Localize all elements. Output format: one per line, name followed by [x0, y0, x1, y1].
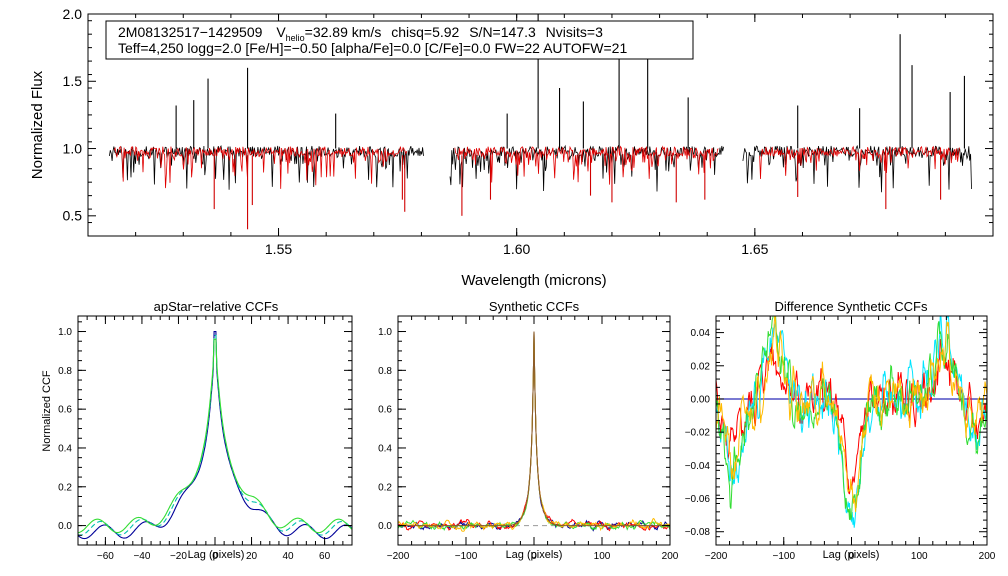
- synthetic-ccf-ticks: −200 −100 0 100 200 0.0 0.2 0.4 0.6 0.8 1.0: [378, 316, 679, 562]
- difference-ccf-x-tick-label: 200: [979, 551, 996, 562]
- apstar-ccf-x-tick-label: 60: [319, 551, 331, 562]
- difference-ccf-x-tick-label: −200: [705, 551, 728, 562]
- apstar-ccf-ticks: −60 −40 −20 0 20 40 60 0.0 0.2 0.4 0.6 0.8 1.0: [58, 316, 353, 562]
- difference-ccf-series: [716, 316, 987, 513]
- synthetic-ccf-panel: Synthetic CCFs −200 −100 0 100 200 0.0 0.2 0.4 0…: [378, 299, 679, 562]
- difference-ccf-ticks: −200 −100 0 100 200 −0.08 −0.06 −0.04 −0.02 0.00 0…: [685, 316, 996, 562]
- spectrum-x-label: Wavelength (microns): [461, 272, 606, 289]
- spectrum-panel: 1.55 1.60 1.65 0.5 1.0 1.5 2.0 2M08132517−1429…: [29, 6, 994, 289]
- synthetic-ccf-x-tick-label: −100: [455, 551, 478, 562]
- synthetic-ccf-y-tick-label: 0.0: [378, 521, 392, 532]
- spectrum-y-tick-label: 1.5: [63, 73, 83, 89]
- header-star-id: 2M08132517−1429509: [118, 24, 263, 40]
- apstar-ccf-x-tick-label: −60: [97, 551, 114, 562]
- difference-ccf-x-label: Lag (pixels): [823, 549, 880, 561]
- header-line-2: Teff=4,250 logg=2.0 [Fe/H]=−0.50 [alpha/…: [118, 40, 627, 56]
- apstar-ccf-y-label: Normalized CCF: [41, 370, 53, 452]
- difference-ccf-series: [716, 316, 987, 528]
- spectrum-y-tick-label: 2.0: [63, 6, 83, 22]
- apstar-ccf-x-tick-label: −20: [170, 551, 187, 562]
- spectrum-x-tick-label: 1.60: [503, 241, 530, 257]
- apstar-ccf-y-tick-label: 1.0: [58, 327, 72, 338]
- spectrum-y-tick-label: 1.0: [63, 140, 83, 156]
- apstar-ccf-x-tick-label: 20: [246, 551, 258, 562]
- synthetic-ccf-series: [398, 331, 670, 527]
- apstar-ccf-y-tick-label: 0.6: [58, 405, 72, 416]
- spectrum-axes-frame: [87, 13, 994, 237]
- difference-ccf-y-tick-label: −0.04: [685, 461, 711, 472]
- apstar-ccf-y-tick-label: 0.0: [58, 521, 72, 532]
- apstar-ccf-series: [77, 330, 353, 540]
- synthetic-ccf-y-tick-label: 0.2: [378, 482, 392, 493]
- synthetic-ccf-x-tick-label: 0: [531, 551, 537, 562]
- synthetic-ccf-x-label: Lag (pixels): [506, 549, 563, 561]
- synthetic-ccf-y-tick-label: 1.0: [378, 327, 392, 338]
- apstar-ccf-y-tick-label: 0.2: [58, 482, 72, 493]
- apstar-ccf-axes-frame: [77, 315, 353, 546]
- apstar-ccf-x-tick-label: −40: [133, 551, 150, 562]
- spectrum-y-label: Normalized Flux: [29, 70, 46, 179]
- apstar-ccf-y-tick-label: 0.8: [58, 366, 72, 377]
- spectrum-plot-area: [109, 14, 972, 230]
- apstar-ccf-y-tick-label: 0.4: [58, 443, 72, 454]
- difference-ccf-y-tick-label: 0.00: [691, 394, 711, 405]
- spectrum-clip-group: [109, 14, 972, 230]
- apstar-ccf-panel: apStar−relative CCFs −60 −40 −20 0 20 40 60 0.0…: [41, 299, 353, 562]
- difference-ccf-series: [716, 338, 987, 495]
- header-line-1: 2M08132517−1429509 Vhelio=32.89 km/s chi…: [118, 24, 603, 43]
- header-chisq: chisq=5.92: [391, 24, 459, 40]
- synthetic-ccf-x-tick-label: 100: [594, 551, 611, 562]
- header-sn: S/N=147.3: [469, 24, 536, 40]
- spectrum-x-tick-label: 1.55: [265, 241, 292, 257]
- difference-ccf-x-tick-label: 100: [911, 551, 928, 562]
- spectrum-ticks: 1.55 1.60 1.65 0.5 1.0 1.5 2.0: [63, 6, 993, 257]
- spectrum-header-box: 2M08132517−1429509 Vhelio=32.89 km/s chi…: [105, 20, 694, 60]
- apstar-ccf-plot-area: [77, 330, 353, 540]
- difference-ccf-y-tick-label: −0.02: [685, 428, 711, 439]
- synthetic-ccf-y-tick-label: 0.8: [378, 366, 392, 377]
- apstar-ccf-x-tick-label: 0: [212, 551, 218, 562]
- header-box-frame: [105, 20, 694, 60]
- difference-ccf-y-tick-label: −0.06: [685, 494, 711, 505]
- model-spectrum-line: [113, 145, 960, 189]
- header-v-prefix: V: [276, 24, 286, 40]
- difference-ccf-x-tick-label: −100: [772, 551, 795, 562]
- synthetic-ccf-plot-area: [397, 331, 671, 532]
- apstar-ccf-x-label: Lag (pixels): [188, 549, 245, 561]
- difference-ccf-y-tick-label: 0.04: [691, 328, 711, 339]
- difference-ccf-title: Difference Synthetic CCFs: [775, 299, 928, 314]
- synthetic-ccf-x-tick-label: −200: [387, 551, 410, 562]
- apstar-ccf-series: [77, 334, 353, 536]
- apstar-ccf-x-tick-label: 40: [283, 551, 295, 562]
- synthetic-ccf-title: Synthetic CCFs: [489, 299, 580, 314]
- synthetic-ccf-y-tick-label: 0.6: [378, 405, 392, 416]
- difference-ccf-panel: Difference Synthetic CCFs −200 −100 0 100 20…: [685, 299, 996, 562]
- spectrum-x-tick-label: 1.65: [741, 241, 768, 257]
- apstar-ccf-series: [77, 338, 353, 534]
- apstar-ccf-title: apStar−relative CCFs: [154, 299, 279, 314]
- difference-ccf-y-tick-label: 0.02: [691, 361, 711, 372]
- difference-ccf-x-tick-label: 0: [849, 551, 855, 562]
- header-v-value: =32.89 km/s: [305, 24, 382, 40]
- difference-ccf-clip-group: [716, 316, 987, 528]
- synthetic-ccf-y-tick-label: 0.4: [378, 443, 392, 454]
- difference-ccf-y-tick-label: −0.08: [685, 527, 711, 538]
- difference-ccf-plot-area: [716, 316, 987, 528]
- header-v-subscript: helio: [286, 33, 305, 43]
- synthetic-ccf-x-tick-label: 200: [662, 551, 679, 562]
- header-nvisits: Nvisits=3: [546, 24, 603, 40]
- spectrum-y-tick-label: 0.5: [63, 208, 83, 224]
